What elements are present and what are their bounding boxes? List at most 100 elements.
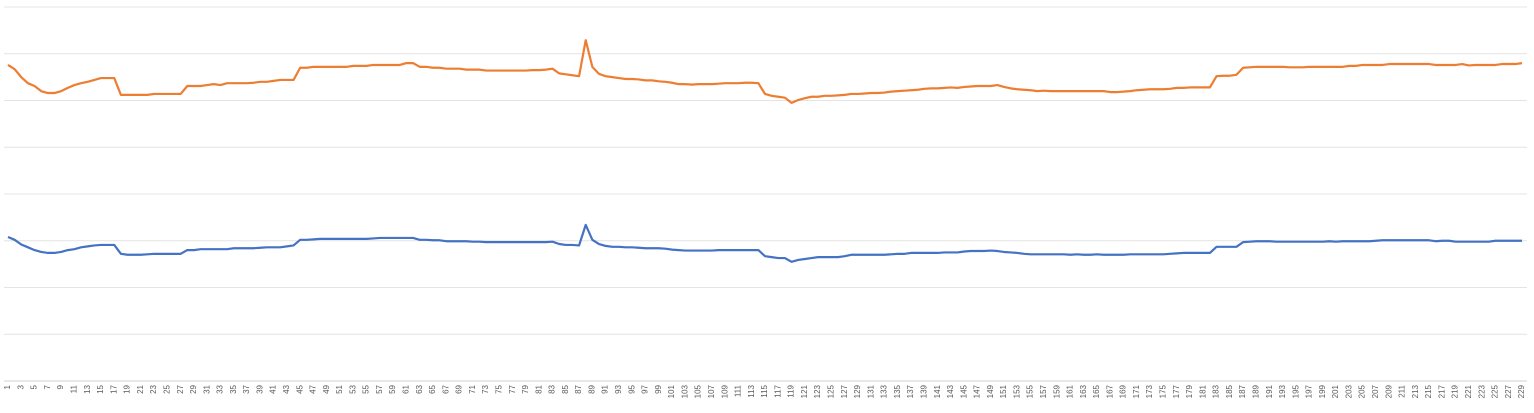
x-tick-label: 181 — [1198, 384, 1207, 398]
x-tick-label: 185 — [1225, 384, 1234, 398]
x-tick-label: 63 — [415, 384, 424, 393]
x-tick-label: 95 — [627, 384, 636, 393]
x-tick-label: 15 — [96, 384, 105, 393]
x-tick-label: 17 — [109, 384, 118, 393]
x-tick-label: 57 — [375, 384, 384, 393]
x-tick-label: 135 — [893, 384, 902, 398]
x-tick-label: 109 — [720, 384, 729, 398]
x-tick-label: 187 — [1238, 384, 1247, 398]
x-tick-label: 49 — [322, 384, 331, 393]
x-tick-label: 43 — [282, 384, 291, 393]
x-tick-label: 151 — [999, 384, 1008, 398]
x-tick-label: 217 — [1437, 384, 1446, 398]
x-tick-label: 123 — [813, 384, 822, 398]
x-tick-label: 45 — [295, 384, 304, 393]
x-tick-label: 205 — [1358, 384, 1367, 398]
x-tick-label: 27 — [176, 384, 185, 393]
x-tick-label: 97 — [641, 384, 650, 393]
x-tick-label: 117 — [773, 384, 782, 397]
x-tick-label: 155 — [1026, 384, 1035, 398]
x-tick-label: 105 — [694, 384, 703, 398]
x-tick-label: 77 — [508, 384, 517, 393]
x-tick-label: 201 — [1331, 384, 1340, 398]
x-tick-label: 195 — [1291, 384, 1300, 398]
x-tick-label: 81 — [534, 384, 543, 393]
x-tick-label: 143 — [946, 384, 955, 398]
x-tick-label: 19 — [123, 384, 132, 393]
x-tick-label: 177 — [1172, 384, 1181, 398]
x-tick-label: 25 — [162, 384, 171, 393]
x-tick-label: 223 — [1477, 384, 1486, 398]
x-tick-label: 119 — [787, 384, 796, 397]
x-tick-label: 171 — [1132, 384, 1141, 398]
x-tick-label: 159 — [1052, 384, 1061, 398]
x-tick-label: 5 — [30, 384, 39, 389]
x-tick-label: 7 — [43, 384, 52, 389]
x-tick-label: 89 — [587, 384, 596, 393]
x-tick-label: 73 — [481, 384, 490, 393]
x-tick-label: 47 — [309, 384, 318, 393]
x-tick-label: 13 — [83, 384, 92, 393]
x-tick-label: 111 — [734, 384, 743, 397]
x-tick-label: 1 — [3, 384, 12, 389]
x-tick-label: 125 — [827, 384, 836, 398]
x-tick-label: 141 — [933, 384, 942, 398]
x-tick-label: 107 — [707, 384, 716, 398]
x-tick-label: 53 — [348, 384, 357, 393]
x-tick-label: 35 — [229, 384, 238, 393]
x-tick-label: 127 — [840, 384, 849, 398]
x-tick-label: 207 — [1371, 384, 1380, 398]
x-tick-label: 157 — [1039, 384, 1048, 398]
x-tick-label: 11 — [70, 384, 79, 393]
x-tick-label: 175 — [1159, 384, 1168, 398]
x-tick-label: 147 — [973, 384, 982, 398]
x-tick-label: 199 — [1318, 384, 1327, 398]
x-tick-label: 191 — [1265, 384, 1274, 398]
x-tick-label: 149 — [986, 384, 995, 398]
x-tick-label: 211 — [1398, 384, 1407, 397]
x-tick-label: 3 — [16, 384, 25, 389]
x-tick-label: 129 — [853, 384, 862, 398]
x-tick-label: 71 — [468, 384, 477, 393]
x-tick-label: 65 — [428, 384, 437, 393]
x-tick-label: 121 — [800, 384, 809, 398]
x-tick-label: 145 — [959, 384, 968, 398]
x-tick-label: 113 — [747, 384, 756, 397]
x-tick-label: 209 — [1384, 384, 1393, 398]
x-tick-label: 161 — [1066, 384, 1075, 398]
x-tick-label: 179 — [1185, 384, 1194, 398]
x-tick-label: 9 — [56, 384, 65, 389]
x-tick-label: 55 — [362, 384, 371, 393]
x-tick-label: 169 — [1119, 384, 1128, 398]
x-tick-label: 41 — [269, 384, 278, 393]
x-tick-label: 225 — [1491, 384, 1500, 398]
x-tick-label: 131 — [866, 384, 875, 398]
x-tick-label: 189 — [1251, 384, 1260, 398]
x-tick-label: 91 — [601, 384, 610, 393]
x-tick-label: 39 — [255, 384, 264, 393]
x-tick-label: 29 — [189, 384, 198, 393]
x-tick-label: 193 — [1278, 384, 1287, 398]
x-tick-label: 79 — [521, 384, 530, 393]
x-tick-label: 203 — [1344, 384, 1353, 398]
x-tick-label: 167 — [1105, 384, 1114, 398]
x-tick-label: 85 — [561, 384, 570, 393]
x-tick-label: 137 — [906, 384, 915, 398]
x-tick-label: 59 — [388, 384, 397, 393]
x-tick-label: 61 — [402, 384, 411, 393]
x-tick-label: 165 — [1092, 384, 1101, 398]
x-tick-label: 173 — [1145, 384, 1154, 398]
x-tick-label: 33 — [216, 384, 225, 393]
x-tick-label: 133 — [880, 384, 889, 398]
x-tick-label: 101 — [667, 384, 676, 398]
x-tick-label: 87 — [574, 384, 583, 393]
x-tick-label: 163 — [1079, 384, 1088, 398]
x-tick-label: 93 — [614, 384, 623, 393]
x-tick-label: 103 — [680, 384, 689, 398]
x-tick-label: 37 — [242, 384, 251, 393]
x-tick-label: 197 — [1305, 384, 1314, 398]
x-tick-label: 99 — [654, 384, 663, 393]
x-tick-label: 213 — [1411, 384, 1420, 398]
x-tick-label: 139 — [919, 384, 928, 398]
